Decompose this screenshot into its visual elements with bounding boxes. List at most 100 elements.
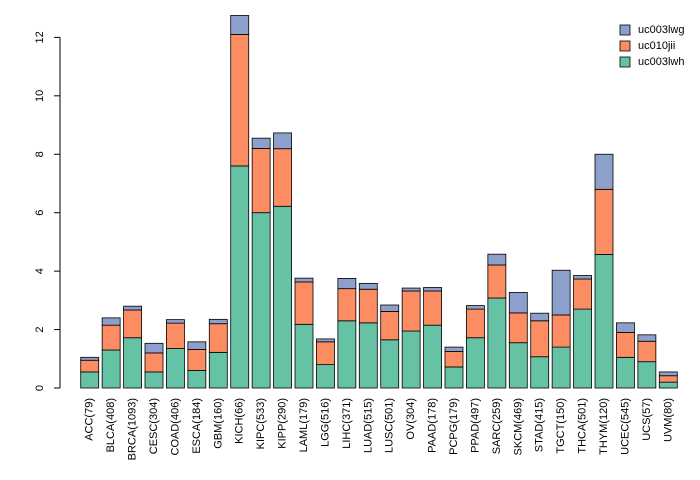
- bar-segment-uc003lwh: [573, 308, 592, 389]
- bar-segment-uc003lwh: [380, 339, 400, 389]
- bar-segment-uc003lwg: [380, 304, 400, 312]
- bar-segment-uc010jii: [487, 264, 507, 299]
- bar-segment-uc010jii: [658, 375, 678, 383]
- bar-segment-uc003lwg: [144, 342, 164, 354]
- bar-segment-uc010jii: [251, 148, 271, 214]
- y-tick-label: 12: [34, 31, 46, 43]
- bar-segment-uc003lwg: [101, 317, 121, 326]
- bar-segment-uc003lwg: [616, 322, 635, 333]
- x-category-label: CESC(304): [148, 398, 160, 454]
- x-category-label: OV(304): [405, 398, 417, 440]
- x-axis-labels: ACC(79) BLCA(408) BRCA(1093) CESC(304) COAD(…: [84, 398, 675, 460]
- bar-segment-uc003lwg: [230, 15, 250, 35]
- bar-segment-uc003lwh: [294, 323, 314, 389]
- y-tick-label: 6: [34, 210, 46, 216]
- y-tick-label: 2: [34, 327, 46, 333]
- bar-segment-uc010jii: [594, 188, 614, 255]
- x-category-label: LUSC(501): [384, 398, 396, 453]
- bar-segment-uc010jii: [616, 332, 635, 358]
- bar-segment-uc003lwh: [466, 337, 485, 389]
- bar-segment-uc003lwh: [316, 364, 335, 389]
- x-category-label: PAAD(178): [427, 398, 439, 453]
- x-category-label: KIPC(533): [255, 398, 267, 449]
- bar-segment-uc003lwh: [401, 330, 421, 389]
- x-category-label: KIPP(290): [277, 398, 289, 449]
- bar-segment-uc003lwh: [251, 212, 271, 389]
- bar-segment-uc010jii: [358, 288, 378, 324]
- bar-segment-uc003lwh: [358, 322, 378, 389]
- bar-segment-uc003lwh: [637, 361, 657, 389]
- bar-segment-uc010jii: [101, 324, 121, 351]
- bar-segment-uc003lwh: [423, 324, 442, 389]
- bar-segment-uc003lwh: [444, 366, 464, 389]
- bar-segment-uc003lwh: [594, 254, 614, 389]
- x-category-label: ACC(79): [84, 398, 96, 441]
- y-axis: 0 2 4 6 8 10 12: [34, 31, 61, 391]
- bar-segment-uc010jii: [508, 312, 528, 344]
- bar-segment-uc003lwg: [358, 282, 378, 290]
- bar-segment-uc003lwh: [551, 346, 571, 389]
- bar-segment-uc003lwh: [144, 371, 164, 389]
- bar-segment-uc010jii: [316, 341, 335, 366]
- x-category-label: TGCT(150): [555, 398, 567, 454]
- y-tick-label: 4: [34, 268, 46, 274]
- x-category-label: BLCA(408): [105, 398, 117, 452]
- bar-segment-uc003lwh: [658, 381, 678, 389]
- bar-segment-uc003lwh: [273, 205, 292, 389]
- x-category-label: COAD(406): [169, 398, 181, 455]
- bar-segment-uc010jii: [401, 290, 421, 332]
- bar-segment-uc003lwg: [444, 346, 464, 352]
- x-category-label: UCS(57): [641, 398, 653, 441]
- bar-segment-uc003lwh: [487, 297, 507, 389]
- bar-segment-uc003lwg: [508, 292, 528, 314]
- y-tick-label: 8: [34, 151, 46, 157]
- bar-segment-uc010jii: [80, 359, 100, 373]
- bar-segment-uc010jii: [123, 309, 142, 339]
- x-category-label: THYM(120): [598, 398, 610, 455]
- x-category-label: SKCM(469): [512, 398, 524, 455]
- x-category-label: GBM(160): [212, 398, 224, 449]
- x-category-label: PPAD(497): [469, 398, 481, 453]
- legend-label-uc010jii: uc010jii: [638, 40, 675, 52]
- bar-segment-uc010jii: [144, 352, 164, 373]
- legend-swatch-uc010jii: [619, 40, 631, 52]
- x-category-label: SARC(259): [491, 398, 503, 454]
- legend-swatch-uc003lwg: [619, 24, 631, 36]
- bar-segment-uc010jii: [294, 281, 314, 325]
- bar-segment-uc003lwh: [101, 349, 121, 389]
- legend: uc003lwg uc010jii uc003lwh: [619, 24, 684, 68]
- bar-segment-uc003lwg: [337, 278, 357, 290]
- bar-segment-uc010jii: [380, 311, 400, 341]
- bar-segment-uc003lwg: [187, 341, 207, 350]
- bar-segment-uc003lwh: [187, 370, 207, 389]
- bar-segment-uc010jii: [208, 323, 228, 353]
- x-category-label: STAD(415): [534, 398, 546, 452]
- bar-segment-uc003lwg: [251, 137, 271, 149]
- bar-segment-uc010jii: [444, 351, 464, 368]
- bar-segment-uc010jii: [551, 314, 571, 348]
- x-category-label: LGG(516): [319, 398, 331, 447]
- bar-segment-uc003lwh: [123, 337, 142, 389]
- bar-segment-uc003lwg: [423, 287, 442, 292]
- bar-segment-uc003lwg: [316, 338, 335, 343]
- x-category-label: UCEC(545): [619, 398, 631, 455]
- x-category-label: BRCA(1093): [127, 398, 139, 460]
- bar-segment-uc010jii: [466, 308, 485, 339]
- bar-segment-uc003lwh: [616, 356, 635, 389]
- y-tick-label: 10: [34, 90, 46, 102]
- bar-segment-uc003lwh: [80, 371, 100, 389]
- bar-segment-uc003lwg: [401, 287, 421, 292]
- bar-segment-uc003lwg: [208, 318, 228, 325]
- bar-segment-uc003lwg: [294, 277, 314, 283]
- y-tick-label: 0: [34, 385, 46, 391]
- bar-segment-uc010jii: [337, 288, 357, 322]
- bar-segment-uc003lwh: [166, 348, 185, 389]
- bar-segment-uc010jii: [573, 278, 592, 310]
- x-category-label: LAML(179): [298, 398, 310, 452]
- legend-swatch-uc003lwh: [619, 56, 631, 68]
- x-category-label: PCPG(179): [448, 398, 460, 455]
- bar-segment-uc003lwg: [80, 356, 100, 361]
- bar-segment-uc003lwg: [658, 371, 678, 377]
- bar-segment-uc003lwg: [573, 275, 592, 280]
- bar-segment-uc003lwg: [166, 319, 185, 324]
